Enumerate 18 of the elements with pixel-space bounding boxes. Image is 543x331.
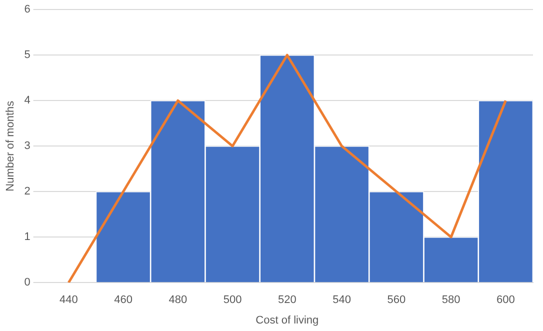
y-tick-label: 2	[24, 186, 30, 198]
x-tick-label: 460	[114, 294, 132, 306]
y-axis-title: Number of months	[4, 100, 17, 192]
x-tick-label: 600	[496, 294, 515, 306]
y-tick-label: 1	[24, 231, 30, 244]
x-tick-label: 560	[387, 294, 406, 306]
x-tick-label: 480	[168, 294, 188, 306]
x-tick-label: 520	[278, 294, 296, 306]
x-tick-label: 580	[442, 294, 460, 306]
y-tick-label: 5	[24, 49, 30, 62]
y-tick-label: 4	[24, 94, 30, 107]
y-tick-label: 6	[24, 4, 30, 16]
x-tick-label: 500	[223, 294, 242, 306]
x-tick-label: 540	[332, 294, 351, 306]
y-tick-label: 0	[24, 276, 30, 289]
x-tick-label: 440	[59, 294, 78, 306]
y-tick-label: 3	[24, 140, 30, 152]
x-axis-title: Cost of living	[256, 314, 319, 326]
